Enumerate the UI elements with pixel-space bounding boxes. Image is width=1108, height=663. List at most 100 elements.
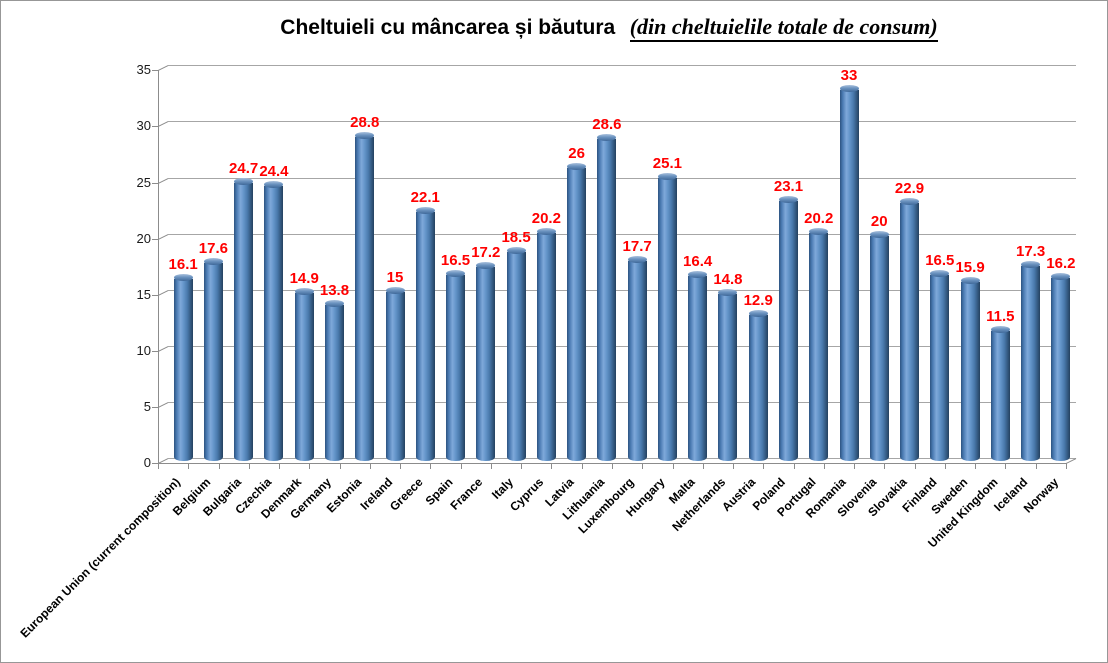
bar-value-label: 17.7 xyxy=(622,238,652,256)
x-axis-tick xyxy=(490,463,492,469)
bar-value-label: 14.8 xyxy=(713,270,743,288)
bar-top-cap xyxy=(869,230,889,238)
bar-value-label: 12.9 xyxy=(743,292,773,310)
y-axis-tick-label: 20 xyxy=(136,230,151,246)
x-axis-tick xyxy=(1035,463,1037,469)
y-axis-tick-label: 10 xyxy=(136,342,151,358)
gridline-depth-connector xyxy=(158,289,169,296)
bar-value-label: 33 xyxy=(840,66,858,84)
bar-value-label: 16.5 xyxy=(925,251,955,269)
bar xyxy=(900,203,920,461)
bar-top-cap xyxy=(173,274,193,282)
y-axis-tick-label: 5 xyxy=(143,398,151,414)
bar-top-cap xyxy=(627,256,647,264)
bar xyxy=(930,274,950,461)
bar-value-label: 20 xyxy=(870,212,888,230)
x-axis-tick xyxy=(521,463,523,469)
gridline-depth-connector xyxy=(158,65,169,72)
bar-top-cap xyxy=(506,247,526,255)
gridline-depth-connector xyxy=(158,345,169,352)
bar-top-cap xyxy=(960,276,980,284)
y-axis-tick-label: 15 xyxy=(136,286,151,302)
x-axis-tick xyxy=(733,463,735,469)
bar xyxy=(1021,265,1041,461)
x-axis-tick xyxy=(551,463,553,469)
x-axis-tick xyxy=(248,463,250,469)
x-axis-tick xyxy=(793,463,795,469)
bar xyxy=(1051,278,1071,461)
bar-top-cap xyxy=(1051,273,1071,281)
y-axis-tick xyxy=(152,406,158,408)
x-axis-tick xyxy=(188,463,190,469)
bar-value-label: 16.1 xyxy=(168,256,198,274)
gridline xyxy=(168,177,1076,179)
y-axis-tick-label: 25 xyxy=(136,174,151,190)
bar xyxy=(778,200,798,461)
y-axis-tick xyxy=(152,182,158,184)
bar-top-cap xyxy=(1021,260,1041,268)
y-axis-tick xyxy=(152,70,158,72)
bar-top-cap xyxy=(688,270,708,278)
bar-value-label: 13.8 xyxy=(319,282,350,300)
gridline-depth-connector xyxy=(158,401,169,408)
bar-value-label: 15.9 xyxy=(955,258,985,276)
bar xyxy=(446,274,466,461)
x-axis-tick xyxy=(218,463,220,469)
x-axis-tick xyxy=(581,463,583,469)
bar-value-label: 20.2 xyxy=(804,210,834,228)
x-axis-tick xyxy=(339,463,341,469)
bar xyxy=(839,89,859,461)
bar-value-label: 22.9 xyxy=(894,180,925,198)
bar-top-cap xyxy=(385,286,405,294)
x-axis-tick xyxy=(369,463,371,469)
bar xyxy=(567,168,587,461)
x-axis-tick xyxy=(854,463,856,469)
bar-top-cap xyxy=(597,134,617,142)
y-axis-tick xyxy=(152,238,158,240)
gridline xyxy=(168,121,1076,123)
bar xyxy=(173,279,193,461)
bar-top-cap xyxy=(476,262,496,270)
bar xyxy=(597,139,617,461)
x-axis-tick xyxy=(279,463,281,469)
x-axis-tick xyxy=(158,463,159,469)
bar-top-cap xyxy=(900,198,920,206)
bar-top-cap xyxy=(415,207,435,215)
bar-value-label: 16.4 xyxy=(683,252,713,270)
gridline xyxy=(168,289,1076,291)
x-axis-tick xyxy=(400,463,402,469)
x-axis-label: France xyxy=(447,475,486,513)
bar-top-cap xyxy=(234,177,254,185)
bar-value-label: 17.3 xyxy=(1015,242,1046,260)
x-axis-label: Cyprus xyxy=(507,475,547,515)
bar-top-cap xyxy=(839,84,859,92)
x-axis-tick xyxy=(944,463,946,469)
bar-value-label: 14.9 xyxy=(289,269,319,287)
bar-top-cap xyxy=(809,228,829,236)
x-axis-label: European Union (current composition) xyxy=(17,475,184,641)
bar xyxy=(809,233,829,461)
bar xyxy=(748,315,768,461)
bar-top-cap xyxy=(264,181,284,189)
bar-value-label: 28.6 xyxy=(592,116,622,134)
bar xyxy=(990,330,1010,461)
bar-value-label: 23.1 xyxy=(773,177,804,195)
bar-top-cap xyxy=(718,288,738,296)
bar-value-label: 16.5 xyxy=(440,251,471,269)
bar-top-cap xyxy=(446,269,466,277)
bar-value-label: 16.2 xyxy=(1046,255,1076,273)
y-axis-tick xyxy=(152,463,158,464)
bar-value-label: 25.1 xyxy=(652,155,682,173)
bar xyxy=(869,235,889,461)
bar-top-cap xyxy=(748,310,768,318)
bar-top-cap xyxy=(567,163,587,171)
bar xyxy=(203,262,223,461)
x-axis-tick xyxy=(763,463,765,469)
bar-value-label: 24.7 xyxy=(229,159,259,177)
gridline-depth-connector xyxy=(158,121,169,128)
bar xyxy=(718,293,738,461)
bar-top-cap xyxy=(990,325,1010,333)
bar xyxy=(234,182,254,461)
